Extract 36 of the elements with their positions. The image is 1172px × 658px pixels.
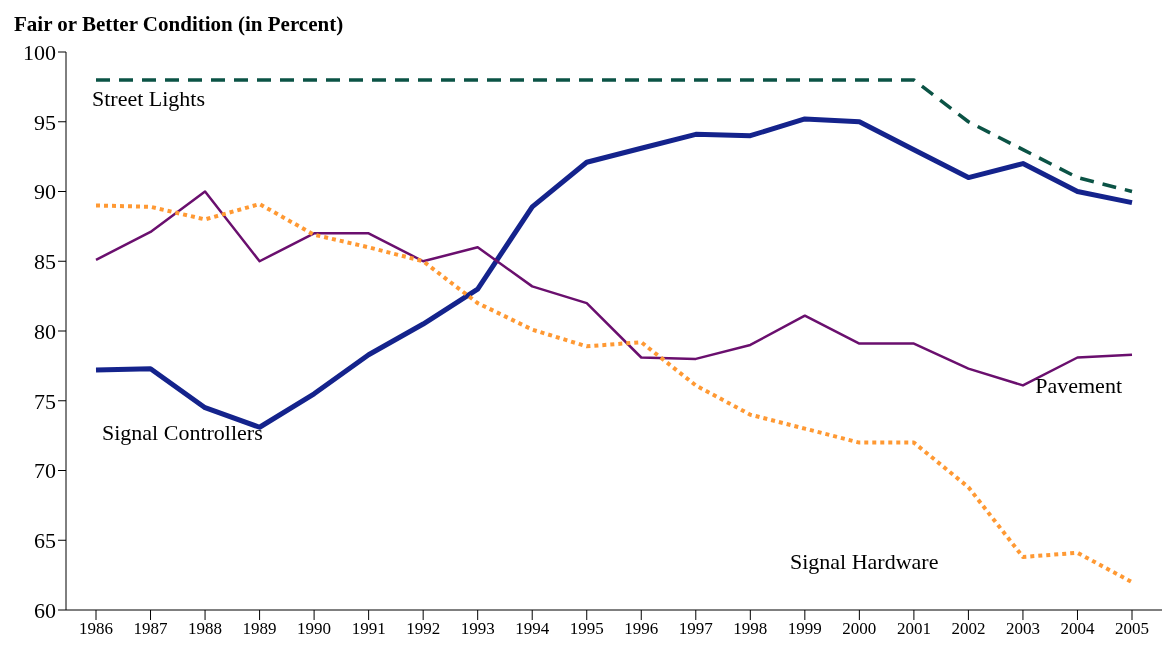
y-tick-label: 65 — [34, 528, 56, 554]
x-tick-label: 1986 — [79, 619, 113, 639]
x-tick-label: 2003 — [1005, 619, 1040, 639]
line-series — [94, 202, 1134, 585]
y-tick-label: 85 — [34, 249, 56, 275]
y-tick-label: 100 — [23, 39, 56, 65]
x-tick-label: 1990 — [297, 619, 332, 639]
x-tick-label: 1989 — [242, 619, 277, 639]
x-tick-label: 1998 — [733, 619, 768, 639]
y-tick-label: 90 — [34, 179, 56, 205]
x-tick-label: 1991 — [351, 619, 386, 639]
y-tick-label: 75 — [34, 388, 56, 414]
y-axis-title: Fair or Better Condition (in Percent) — [14, 12, 344, 37]
x-tick-label: 1999 — [787, 619, 822, 639]
x-tick-label: 2005 — [1115, 619, 1149, 639]
text: Signal Hardware — [789, 549, 939, 575]
x-tick-label: 1992 — [406, 619, 441, 639]
x-tick-label: 1995 — [569, 619, 604, 639]
x-tick-label: 2004 — [1060, 619, 1095, 639]
x-tick-label: 1993 — [460, 619, 495, 639]
series-label: Signal Controllers — [102, 420, 263, 446]
x-tick-label: 2002 — [951, 619, 986, 639]
x-tick-label: 1996 — [624, 619, 659, 639]
x-tick-label: 1994 — [515, 619, 550, 639]
x-tick-label: 1987 — [133, 619, 169, 639]
line-series — [94, 78, 1134, 194]
x-tick-label: 2000 — [842, 619, 877, 639]
y-tick-label: 60 — [34, 597, 56, 623]
y-tick-label: 95 — [34, 109, 56, 135]
x-tick-label: 1997 — [678, 619, 714, 639]
y-tick-label: 80 — [34, 318, 56, 344]
x-tick-label: 1988 — [188, 619, 223, 639]
series-label: Street Lights — [92, 85, 206, 111]
y-tick-label: 70 — [34, 458, 56, 484]
series-label: Pavement — [1035, 372, 1122, 398]
x-tick-label: 2001 — [896, 619, 931, 639]
